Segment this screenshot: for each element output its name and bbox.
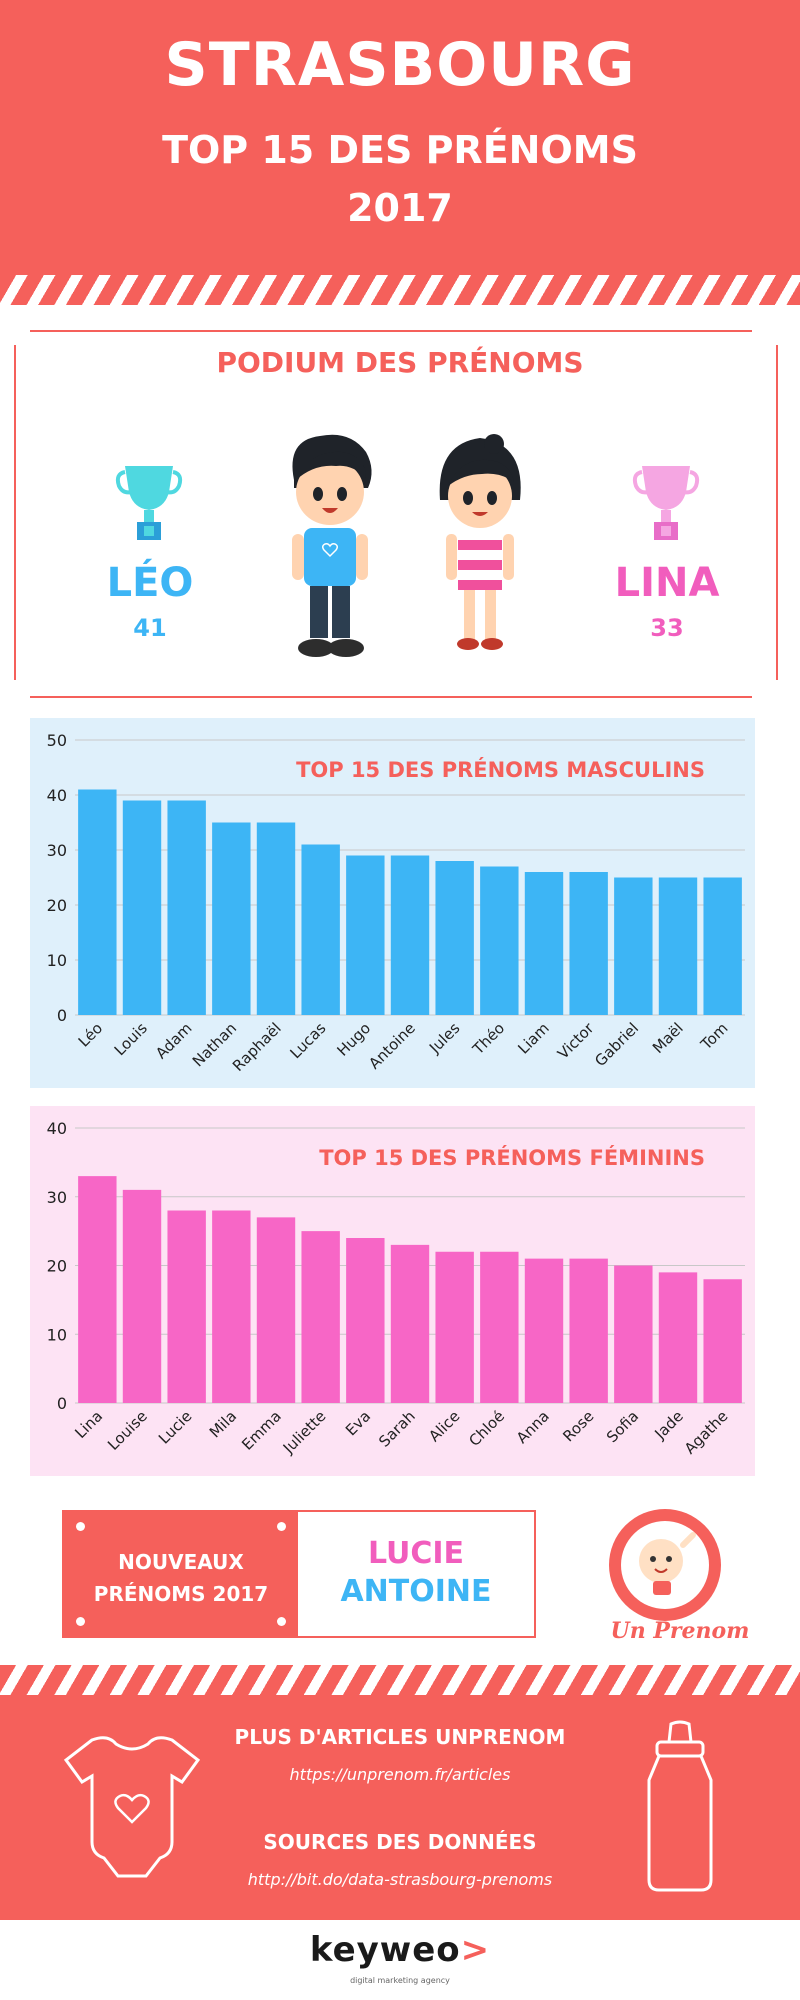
bar-Léo bbox=[78, 789, 117, 1015]
keyweo-logo: keyweo> digital marketing agency bbox=[0, 1930, 800, 1985]
header: STRASBOURG TOP 15 DES PRÉNOMS 2017 bbox=[0, 0, 800, 290]
bar-Victor bbox=[569, 872, 608, 1015]
female-chart-title: TOP 15 DES PRÉNOMS FÉMININS bbox=[319, 1146, 705, 1170]
boy-character-illustration bbox=[292, 434, 372, 657]
top-stripe-divider bbox=[0, 275, 800, 305]
bar-Nathan bbox=[212, 822, 251, 1015]
dot-decoration bbox=[277, 1617, 286, 1626]
bar-Hugo bbox=[346, 855, 385, 1015]
podium-frame-left bbox=[14, 345, 16, 680]
podium-frame-right bbox=[776, 345, 778, 680]
boy-winner-name: LÉO bbox=[106, 560, 194, 606]
bar-Adam bbox=[167, 800, 206, 1015]
y-tick-label: 50 bbox=[47, 731, 67, 750]
bottom-stripe-divider bbox=[0, 1665, 800, 1695]
bar-Eva bbox=[346, 1238, 385, 1403]
y-tick-label: 10 bbox=[47, 1325, 67, 1344]
new-names-label: NOUVEAUX PRÉNOMS 2017 bbox=[93, 1550, 269, 1606]
bar-Antoine bbox=[390, 855, 430, 1015]
bar-Jules bbox=[435, 861, 474, 1015]
bar-Alice bbox=[435, 1251, 474, 1403]
dot-decoration bbox=[76, 1522, 85, 1531]
bar-Louis bbox=[122, 800, 162, 1015]
podium-title: PODIUM DES PRÉNOMS bbox=[216, 346, 584, 379]
y-tick-label: 0 bbox=[57, 1006, 67, 1025]
girl-character-illustration bbox=[439, 434, 521, 650]
y-tick-label: 0 bbox=[57, 1394, 67, 1413]
bar-Maël bbox=[658, 877, 698, 1015]
bar-Raphaël bbox=[256, 822, 296, 1015]
bar-Liam bbox=[524, 872, 564, 1015]
baby-bottle-icon bbox=[647, 1720, 713, 1892]
new-name-girl: LUCIE bbox=[367, 1536, 465, 1571]
trophy-icon bbox=[632, 466, 700, 540]
bar-Lina bbox=[78, 1176, 117, 1403]
trophy-icon bbox=[115, 466, 183, 540]
brand-name: Un Prenom bbox=[610, 1618, 750, 1644]
articles-heading: PLUS D'ARTICLES UNPRENOM bbox=[234, 1725, 566, 1749]
bar-Agathe bbox=[703, 1279, 742, 1403]
bar-Jade bbox=[658, 1272, 698, 1403]
y-tick-label: 30 bbox=[47, 841, 67, 860]
y-tick-label: 40 bbox=[47, 1119, 67, 1138]
male-chart-title: TOP 15 DES PRÉNOMS MASCULINS bbox=[296, 758, 705, 782]
bar-Gabriel bbox=[614, 877, 653, 1015]
new-name-boy: ANTOINE bbox=[340, 1574, 492, 1609]
bar-Lucie bbox=[167, 1210, 206, 1403]
bar-Mila bbox=[212, 1210, 251, 1403]
dot-decoration bbox=[76, 1617, 85, 1626]
podium-frame-bottom bbox=[30, 696, 752, 698]
y-tick-label: 30 bbox=[47, 1188, 67, 1207]
city-title: STRASBOURG bbox=[164, 30, 636, 100]
bar-Juliette bbox=[301, 1231, 340, 1403]
baby-bodysuit-icon bbox=[63, 1736, 201, 1878]
page-subtitle: TOP 15 DES PRÉNOMS bbox=[162, 128, 638, 172]
bar-Théo bbox=[480, 866, 519, 1015]
y-tick-label: 40 bbox=[47, 786, 67, 805]
bar-Chloé bbox=[480, 1251, 519, 1403]
footer: PLUS D'ARTICLES UNPRENOM https://unpreno… bbox=[0, 1695, 800, 1920]
bar-Louise bbox=[122, 1189, 162, 1403]
keyweo-arrow-icon: > bbox=[460, 1930, 491, 1970]
keyweo-tagline: digital marketing agency bbox=[350, 1976, 450, 1985]
new-names-label-panel: NOUVEAUX PRÉNOMS 2017 bbox=[64, 1512, 298, 1636]
female-names-chart: 0 10 20 30 40 Lina Louise Lucie Mila Emma Juliette… bbox=[30, 1106, 755, 1476]
baby-badge-icon bbox=[609, 1509, 721, 1621]
keyweo-wordmark: keyweo bbox=[309, 1930, 461, 1970]
y-tick-label: 20 bbox=[47, 896, 67, 915]
y-tick-label: 20 bbox=[47, 1257, 67, 1276]
sources-link[interactable]: http://bit.do/data-strasbourg-prenoms bbox=[247, 1870, 553, 1889]
bar-Anna bbox=[524, 1258, 564, 1403]
y-tick-label: 10 bbox=[47, 951, 67, 970]
bar-Sofia bbox=[614, 1265, 653, 1403]
bar-Emma bbox=[256, 1217, 296, 1403]
articles-link[interactable]: https://unprenom.fr/articles bbox=[289, 1765, 511, 1784]
podium-frame-top bbox=[30, 330, 752, 332]
bar-Lucas bbox=[301, 844, 340, 1015]
boy-winner-count: 41 bbox=[133, 614, 167, 642]
new-names-box: NOUVEAUX PRÉNOMS 2017 LUCIE ANTOINE bbox=[62, 1510, 536, 1638]
dot-decoration bbox=[277, 1522, 286, 1531]
bar-Tom bbox=[703, 877, 742, 1015]
sources-heading: SOURCES DES DONNÉES bbox=[263, 1830, 537, 1854]
girl-winner-name: LINA bbox=[614, 560, 720, 606]
bar-Sarah bbox=[390, 1244, 430, 1403]
bar-Rose bbox=[569, 1258, 608, 1403]
year-title: 2017 bbox=[347, 186, 453, 230]
girl-winner-count: 33 bbox=[650, 614, 684, 642]
male-names-chart: 0 10 20 30 40 50 Léo Louis Adam Nathan Raphaël Luca… bbox=[30, 718, 755, 1088]
